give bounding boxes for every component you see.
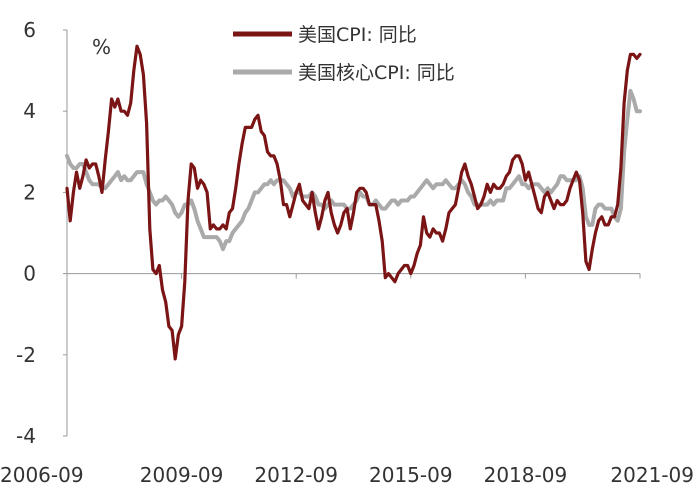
x-tick-label: 2015-09: [369, 463, 453, 487]
legend-item-core-cpi: 美国核心CPI: 同比: [233, 62, 455, 84]
series-line-cpi: [65, 44, 642, 361]
legend-label-core-cpi: 美国核心CPI: 同比: [298, 62, 455, 84]
x-tick-label: 2012-09: [254, 463, 338, 487]
y-tick-labels: 6 4 2 0 -2 -4: [16, 18, 36, 448]
x-tick-labels: 2006-09 2009-09 2012-09 2015-09 2018-09 2021-…: [0, 463, 694, 487]
series-line-core-cpi: [65, 88, 642, 252]
y-unit-label: %: [92, 35, 111, 59]
x-tick-label: 2018-09: [484, 463, 568, 487]
y-tick-label: -4: [16, 424, 36, 448]
legend-label-cpi: 美国CPI: 同比: [298, 24, 417, 46]
y-tick-label: -2: [16, 343, 36, 367]
y-tick-label: 0: [23, 262, 36, 286]
x-tick-label: 2009-09: [140, 463, 224, 487]
y-tick-label: 4: [23, 99, 36, 123]
y-tick-label: 2: [23, 180, 36, 204]
legend: 美国CPI: 同比 美国核心CPI: 同比: [233, 24, 455, 84]
series-lines: [65, 44, 642, 361]
y-tick-label: 6: [23, 18, 36, 42]
x-tick-label: 2021-09: [610, 463, 694, 487]
x-tick-label: 2006-09: [0, 463, 84, 487]
legend-item-cpi: 美国CPI: 同比: [233, 24, 417, 46]
